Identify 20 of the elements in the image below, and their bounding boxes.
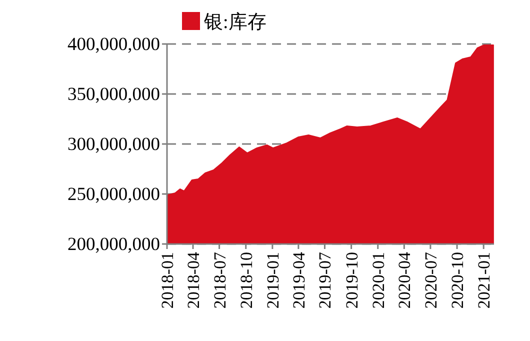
legend: 银:库存 xyxy=(182,12,266,33)
y-tick-label: 250,000,000 xyxy=(68,185,160,205)
x-tick-label: 2020-01 xyxy=(368,252,388,309)
x-tick-label: 2019-01 xyxy=(263,252,282,309)
x-tick-label: 2018-07 xyxy=(210,252,230,309)
y-tick-label: 350,000,000 xyxy=(68,85,160,105)
x-tick-label: 2021-01 xyxy=(474,252,494,309)
x-tick-label: 2019-10 xyxy=(342,252,362,309)
legend-label: 银:库存 xyxy=(203,11,266,33)
y-tick-label: 400,000,000 xyxy=(68,35,160,55)
x-tick-label: 2020-10 xyxy=(448,252,468,309)
x-tick-label: 2019-07 xyxy=(316,252,335,309)
x-tick-label: 2018-01 xyxy=(158,252,177,309)
y-tick-label: 300,000,000 xyxy=(68,135,160,155)
y-tick-label: 200,000,000 xyxy=(68,235,160,255)
x-tick-label: 2018-10 xyxy=(236,252,256,309)
x-tick-label: 2018-04 xyxy=(184,252,203,309)
x-tick-label: 2019-04 xyxy=(289,252,308,309)
x-tick-label: 2020-04 xyxy=(395,252,414,309)
x-tick-label: 2020-07 xyxy=(421,252,440,309)
